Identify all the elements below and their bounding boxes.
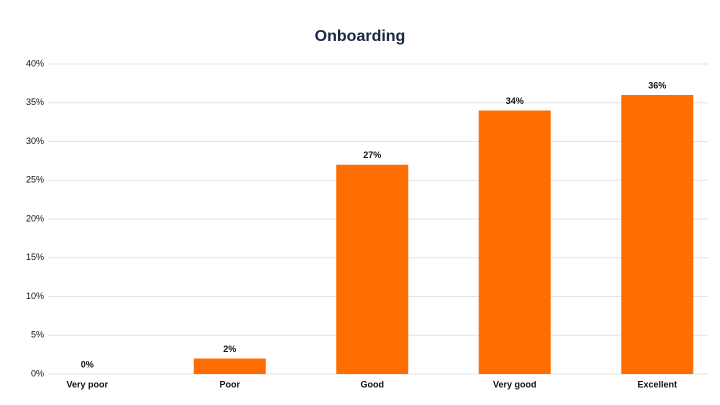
bar	[336, 164, 409, 374]
y-tick-label: 40%	[26, 58, 44, 68]
value-label: 27%	[363, 150, 381, 160]
y-tick-label: 35%	[26, 97, 44, 107]
bar	[193, 358, 266, 374]
y-tick-label: 15%	[26, 252, 44, 262]
y-tick-label: 30%	[26, 136, 44, 146]
value-label: 36%	[648, 80, 666, 90]
x-tick-label: Poor	[219, 379, 240, 389]
x-tick-label: Excellent	[637, 379, 677, 389]
y-tick-label: 20%	[26, 213, 44, 223]
value-label: 34%	[506, 96, 524, 106]
y-tick-label: 0%	[31, 368, 44, 378]
bar	[621, 95, 694, 374]
x-tick-label: Good	[361, 379, 385, 389]
x-tick-label: Very poor	[66, 379, 108, 389]
y-tick-label: 5%	[31, 330, 44, 340]
value-label: 2%	[223, 344, 236, 354]
chart-title: Onboarding	[315, 28, 406, 45]
value-label: 0%	[81, 359, 94, 369]
y-tick-label: 25%	[26, 175, 44, 185]
bar	[478, 110, 551, 374]
x-tick-label: Very good	[493, 379, 537, 389]
y-tick-label: 10%	[26, 291, 44, 301]
